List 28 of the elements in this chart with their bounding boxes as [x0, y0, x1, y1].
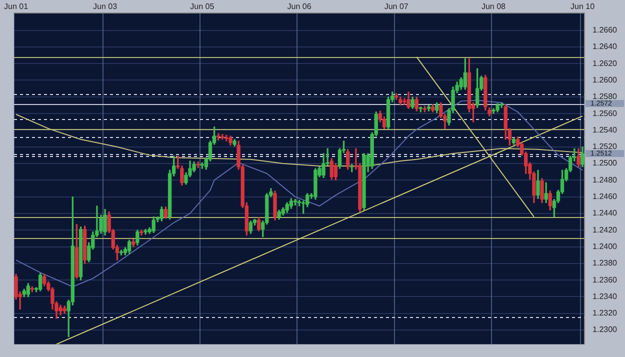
y-tick-label: 1.2400: [592, 242, 618, 251]
y-tick-label: 1.2320: [592, 308, 618, 318]
y-tick-label: 1.2460: [592, 192, 618, 202]
x-tick-label: Jun 06: [287, 2, 312, 12]
x-tick-label: Jun 07: [384, 2, 409, 12]
y-tick-label: 1.2440: [592, 208, 618, 218]
y-tick-label: 1.2540: [592, 125, 618, 134]
y-tick-label: 1.2520: [592, 142, 618, 152]
y-tick-label: 1.2480: [592, 175, 618, 184]
y-tick-label: 1.2380: [592, 258, 618, 268]
y-tick-label: 1.2500: [592, 158, 618, 168]
y-tick-label: 1.2420: [592, 225, 618, 234]
x-tick-label: Jun 10: [570, 2, 596, 12]
x-tick-label: Jun 03: [93, 2, 118, 12]
y-tick-label: 1.2580: [592, 92, 618, 102]
x-tick-label: Jun 01: [4, 2, 29, 12]
y-tick-label: 1.2620: [592, 58, 618, 68]
y-tick-label: 1.2360: [592, 275, 618, 284]
x-tick-label: Jun 05: [190, 2, 215, 12]
y-tick-label: 1.2660: [592, 25, 618, 34]
candlestick: [402, 98, 406, 105]
y-tick-label: 1.2560: [592, 108, 618, 118]
x-tick-label: Jun 08: [481, 2, 506, 12]
y-tick-label: 1.2640: [592, 42, 618, 52]
y-tick-label: 1.2300: [592, 325, 618, 334]
y-tick-label: 1.2340: [592, 292, 618, 301]
y-tick-label: 1.2600: [592, 75, 618, 84]
candlestick: [224, 134, 228, 142]
